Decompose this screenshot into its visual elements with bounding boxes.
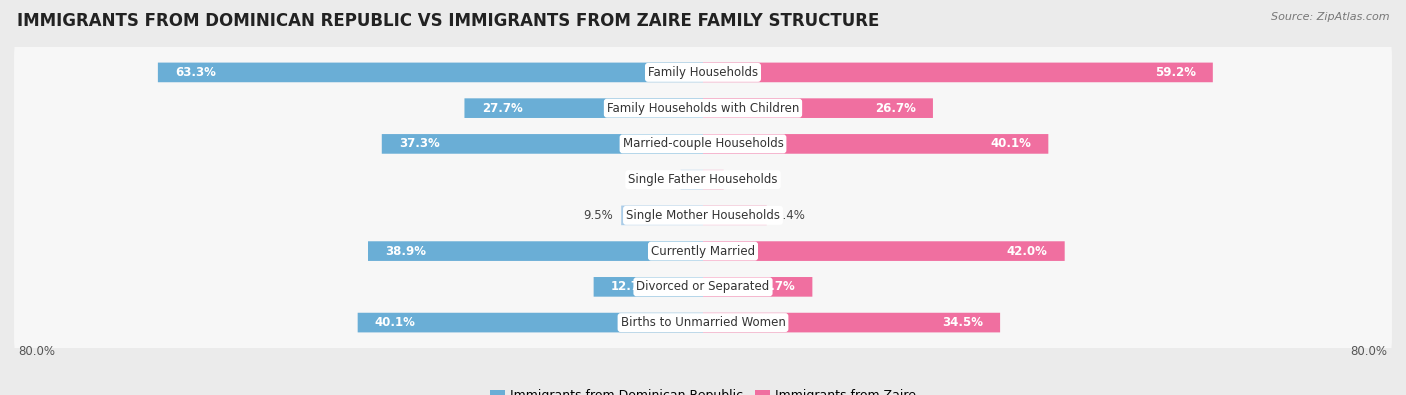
Text: 9.5%: 9.5% xyxy=(583,209,613,222)
Text: Single Mother Households: Single Mother Households xyxy=(626,209,780,222)
Text: Single Father Households: Single Father Households xyxy=(628,173,778,186)
Text: Currently Married: Currently Married xyxy=(651,245,755,258)
FancyBboxPatch shape xyxy=(382,134,703,154)
Text: 37.3%: 37.3% xyxy=(399,137,440,150)
FancyBboxPatch shape xyxy=(703,277,813,297)
Text: 26.7%: 26.7% xyxy=(875,102,915,115)
FancyBboxPatch shape xyxy=(14,146,1392,214)
Text: 2.4%: 2.4% xyxy=(733,173,762,186)
FancyBboxPatch shape xyxy=(703,62,1213,82)
FancyBboxPatch shape xyxy=(703,98,934,118)
FancyBboxPatch shape xyxy=(703,241,1064,261)
Text: 34.5%: 34.5% xyxy=(942,316,983,329)
FancyBboxPatch shape xyxy=(703,205,766,225)
Text: 80.0%: 80.0% xyxy=(1351,345,1388,358)
FancyBboxPatch shape xyxy=(14,38,1392,106)
FancyBboxPatch shape xyxy=(14,217,1392,285)
Text: 42.0%: 42.0% xyxy=(1007,245,1047,258)
FancyBboxPatch shape xyxy=(703,313,1000,333)
Text: 7.4%: 7.4% xyxy=(775,209,806,222)
Text: Source: ZipAtlas.com: Source: ZipAtlas.com xyxy=(1271,12,1389,22)
Text: 27.7%: 27.7% xyxy=(482,102,523,115)
FancyBboxPatch shape xyxy=(681,170,703,190)
Text: Divorced or Separated: Divorced or Separated xyxy=(637,280,769,293)
FancyBboxPatch shape xyxy=(368,241,703,261)
Text: 12.7%: 12.7% xyxy=(755,280,796,293)
FancyBboxPatch shape xyxy=(621,205,703,225)
Text: 40.1%: 40.1% xyxy=(990,137,1031,150)
FancyBboxPatch shape xyxy=(14,253,1392,321)
Text: 40.1%: 40.1% xyxy=(375,316,416,329)
Text: Family Households with Children: Family Households with Children xyxy=(607,102,799,115)
Text: 38.9%: 38.9% xyxy=(385,245,426,258)
FancyBboxPatch shape xyxy=(703,134,1049,154)
FancyBboxPatch shape xyxy=(14,181,1392,249)
FancyBboxPatch shape xyxy=(464,98,703,118)
Text: IMMIGRANTS FROM DOMINICAN REPUBLIC VS IMMIGRANTS FROM ZAIRE FAMILY STRUCTURE: IMMIGRANTS FROM DOMINICAN REPUBLIC VS IM… xyxy=(17,12,879,30)
Text: 59.2%: 59.2% xyxy=(1154,66,1195,79)
Text: 12.7%: 12.7% xyxy=(610,280,651,293)
FancyBboxPatch shape xyxy=(703,170,724,190)
Text: Married-couple Households: Married-couple Households xyxy=(623,137,783,150)
Text: Births to Unmarried Women: Births to Unmarried Women xyxy=(620,316,786,329)
FancyBboxPatch shape xyxy=(357,313,703,333)
Text: 2.6%: 2.6% xyxy=(643,173,672,186)
Text: 63.3%: 63.3% xyxy=(176,66,217,79)
Text: Family Households: Family Households xyxy=(648,66,758,79)
FancyBboxPatch shape xyxy=(593,277,703,297)
FancyBboxPatch shape xyxy=(14,289,1392,357)
FancyBboxPatch shape xyxy=(14,74,1392,142)
FancyBboxPatch shape xyxy=(14,110,1392,178)
FancyBboxPatch shape xyxy=(157,62,703,82)
Text: 80.0%: 80.0% xyxy=(18,345,55,358)
Legend: Immigrants from Dominican Republic, Immigrants from Zaire: Immigrants from Dominican Republic, Immi… xyxy=(485,384,921,395)
